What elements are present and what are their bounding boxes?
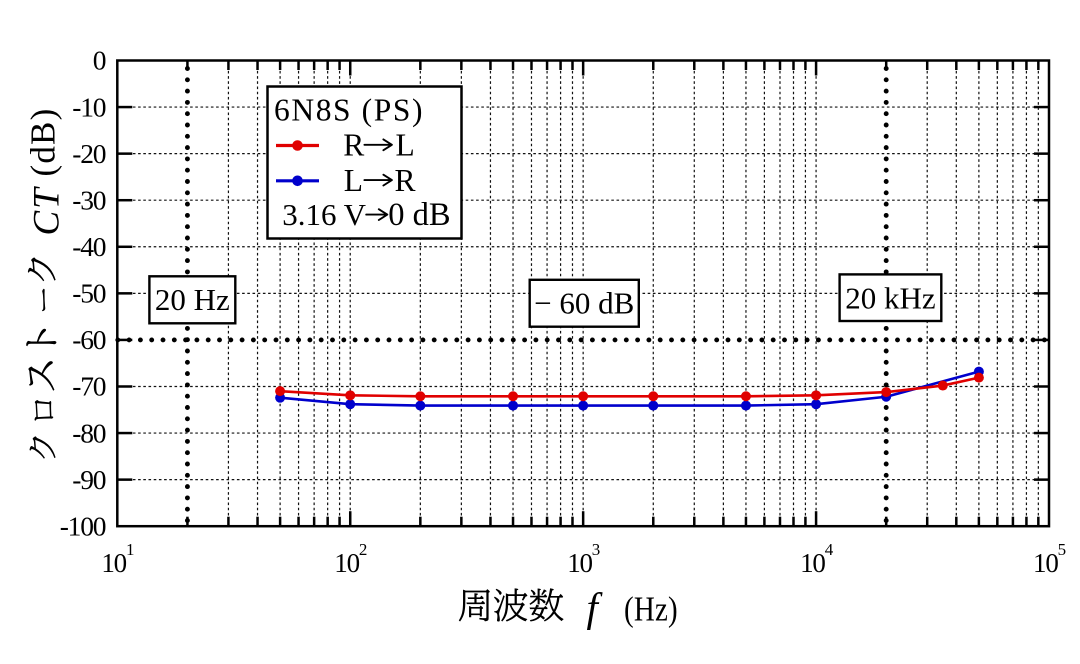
svg-text:R: R — [395, 163, 416, 198]
svg-text:L: L — [344, 163, 363, 198]
svg-text:-70: -70 — [72, 371, 106, 402]
svg-text:-10: -10 — [72, 91, 106, 122]
svg-text:20 kHz: 20 kHz — [845, 280, 935, 315]
svg-text:3.16 V: 3.16 V — [282, 197, 366, 232]
svg-text:CT: CT — [27, 186, 68, 236]
svg-text:6N8S (PS): 6N8S (PS) — [274, 92, 424, 127]
svg-text:(dB): (dB) — [24, 108, 63, 177]
svg-text:20 Hz: 20 Hz — [155, 282, 230, 317]
svg-text:0 dB: 0 dB — [388, 197, 450, 233]
svg-text:-60: -60 — [72, 324, 106, 355]
svg-text:0: 0 — [93, 45, 106, 76]
svg-text:L: L — [396, 128, 415, 163]
svg-text:-30: -30 — [72, 184, 106, 215]
svg-text:-40: -40 — [72, 231, 106, 262]
svg-text:-50: -50 — [72, 278, 106, 309]
svg-text:-100: -100 — [60, 510, 106, 541]
svg-text:− 60 dB: − 60 dB — [534, 286, 634, 321]
svg-text:-90: -90 — [72, 464, 106, 495]
svg-text:-80: -80 — [72, 417, 106, 448]
svg-text:R: R — [343, 128, 364, 163]
svg-text:-20: -20 — [72, 138, 106, 169]
svg-text:(Hz): (Hz) — [624, 589, 678, 628]
